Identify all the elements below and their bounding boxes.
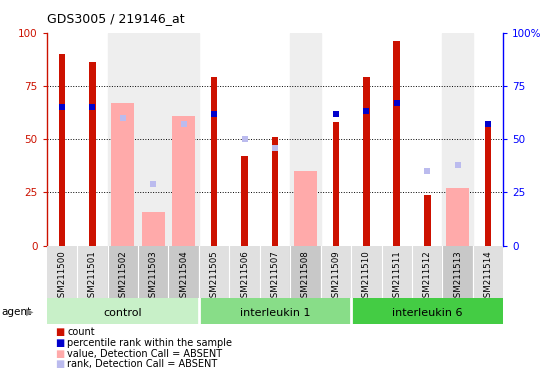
Bar — [485, 124, 491, 246]
Text: GSM211505: GSM211505 — [210, 250, 219, 303]
Text: GSM211509: GSM211509 — [331, 250, 340, 303]
Bar — [393, 41, 400, 246]
Bar — [446, 188, 469, 246]
Bar — [290, 246, 321, 298]
Bar — [473, 246, 503, 298]
Bar — [351, 246, 382, 298]
Bar — [168, 246, 199, 298]
Bar — [77, 246, 108, 298]
Text: GSM211504: GSM211504 — [179, 250, 188, 303]
Bar — [108, 33, 138, 246]
Bar — [294, 171, 317, 246]
Bar — [112, 103, 134, 246]
Bar — [382, 246, 412, 298]
Text: GSM211510: GSM211510 — [362, 250, 371, 303]
Text: ■: ■ — [55, 359, 64, 369]
Text: interleukin 6: interleukin 6 — [392, 308, 463, 318]
Bar — [138, 246, 168, 298]
Text: ▶: ▶ — [26, 307, 34, 317]
Text: ■: ■ — [55, 349, 64, 359]
Bar — [442, 33, 473, 246]
Text: GSM211514: GSM211514 — [483, 250, 493, 303]
Text: GSM211500: GSM211500 — [57, 250, 67, 303]
Bar — [351, 298, 503, 324]
Text: percentile rank within the sample: percentile rank within the sample — [67, 338, 232, 348]
Text: GSM211503: GSM211503 — [148, 250, 158, 303]
Text: interleukin 1: interleukin 1 — [240, 308, 310, 318]
Bar — [241, 156, 248, 246]
Text: count: count — [67, 327, 95, 337]
Text: agent: agent — [2, 307, 32, 317]
Bar — [142, 212, 164, 246]
Text: GDS3005 / 219146_at: GDS3005 / 219146_at — [47, 12, 184, 25]
Text: GSM211507: GSM211507 — [271, 250, 279, 303]
Bar — [363, 78, 370, 246]
Text: rank, Detection Call = ABSENT: rank, Detection Call = ABSENT — [67, 359, 217, 369]
Bar — [412, 246, 442, 298]
Text: ■: ■ — [55, 338, 64, 348]
Bar — [442, 246, 473, 298]
Text: GSM211502: GSM211502 — [118, 250, 128, 303]
Bar — [199, 298, 351, 324]
Bar — [260, 246, 290, 298]
Text: GSM211511: GSM211511 — [392, 250, 402, 303]
Text: GSM211512: GSM211512 — [422, 250, 432, 303]
Text: GSM211513: GSM211513 — [453, 250, 462, 303]
Bar — [333, 122, 339, 246]
Bar — [89, 63, 96, 246]
Bar — [290, 33, 321, 246]
Text: GSM211501: GSM211501 — [88, 250, 97, 303]
Bar — [321, 246, 351, 298]
Text: ■: ■ — [55, 327, 64, 337]
Bar — [108, 246, 138, 298]
Bar — [47, 298, 199, 324]
Bar — [168, 33, 199, 246]
Text: value, Detection Call = ABSENT: value, Detection Call = ABSENT — [67, 349, 222, 359]
Bar — [424, 195, 431, 246]
Bar — [211, 78, 217, 246]
Bar — [199, 246, 229, 298]
Text: GSM211506: GSM211506 — [240, 250, 249, 303]
Bar — [138, 33, 168, 246]
Bar — [229, 246, 260, 298]
Bar — [172, 116, 195, 246]
Bar — [47, 246, 77, 298]
Bar — [59, 54, 65, 246]
Text: control: control — [103, 308, 142, 318]
Text: GSM211508: GSM211508 — [301, 250, 310, 303]
Bar — [272, 137, 278, 246]
